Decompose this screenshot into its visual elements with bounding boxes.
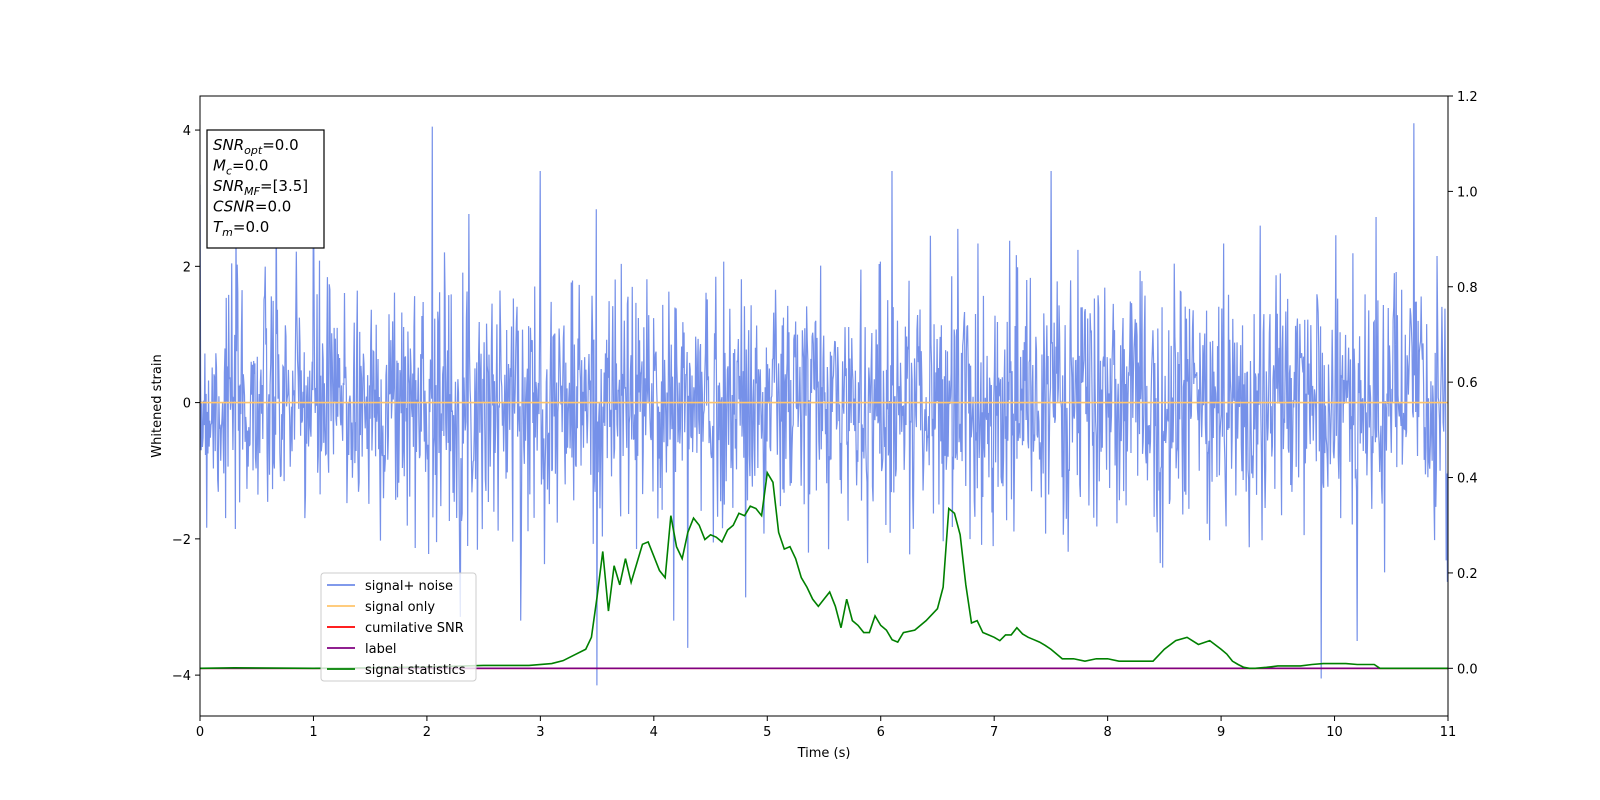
annotation-box: SNRopt=0.0Mc=0.0SNRMF=[3.5]CSNR=0.0Tm=0.… xyxy=(206,129,325,249)
annotation-frame xyxy=(206,129,325,249)
x-tick-label: 5 xyxy=(763,725,771,740)
x-tick-label: 4 xyxy=(650,725,658,740)
y-tick-label: 4 xyxy=(183,124,191,139)
x-tick-label: 8 xyxy=(1103,725,1111,740)
annotation-value: =0.0 xyxy=(255,198,291,216)
x-tick-label: 6 xyxy=(877,725,885,740)
x-axis-title: Time (s) xyxy=(797,746,851,761)
annotation-line: SNRopt=0.0 xyxy=(213,136,299,157)
x-axis: 0 1 2 3 4 5 6 7 8 9 10 11 xyxy=(196,716,1456,740)
annotation-line: SNRMF=[3.5] xyxy=(213,177,308,198)
legend-label: label xyxy=(365,642,396,657)
annotation-subscript: opt xyxy=(244,144,263,157)
y2-tick-label: 1.2 xyxy=(1457,90,1478,105)
annotation-line: Mc=0.0 xyxy=(213,157,268,178)
annotation-subscript: MF xyxy=(244,185,260,198)
legend-item: signal statistics xyxy=(327,663,466,678)
y2-tick-label: 0.6 xyxy=(1457,376,1478,391)
y2-tick-label: 0.0 xyxy=(1457,662,1478,677)
y-axis-left: −4 −2 0 2 4 xyxy=(172,124,200,684)
y2-tick-label: 1.0 xyxy=(1457,185,1478,200)
x-tick-label: 1 xyxy=(309,725,317,740)
x-tick-label: 11 xyxy=(1440,725,1457,740)
series-signal-noise-line xyxy=(200,123,1448,686)
legend-item: signal+ noise xyxy=(327,579,453,594)
y2-tick-label: 0.4 xyxy=(1457,472,1478,487)
x-tick-label: 0 xyxy=(196,725,204,740)
y-axis-right: 0.0 0.2 0.4 0.6 0.8 1.0 1.2 xyxy=(1448,90,1478,677)
y2-tick-label: 0.2 xyxy=(1457,567,1478,582)
legend-item: cumilative SNR xyxy=(327,621,464,636)
annotation-symbol: M xyxy=(213,157,226,175)
series-signal-statistics-line xyxy=(200,470,1448,670)
legend-label: cumilative SNR xyxy=(365,621,464,636)
annotation-subscript: c xyxy=(226,165,232,178)
legend-label: signal only xyxy=(365,600,435,615)
legend-box xyxy=(320,572,477,682)
y-tick-label: −4 xyxy=(172,669,191,684)
y2-tick-label: 0.8 xyxy=(1457,281,1478,296)
legend: signal+ noise signal only cumilative SNR la… xyxy=(320,572,477,682)
legend-label: signal+ noise xyxy=(365,579,453,594)
plot-frame xyxy=(199,95,1449,717)
annotation-line: CSNR=0.0 xyxy=(213,198,291,216)
annotation-value: =[3.5] xyxy=(260,177,308,195)
x-tick-label: 3 xyxy=(536,725,544,740)
annotation-value: =0.0 xyxy=(233,218,269,236)
annotation-value: =0.0 xyxy=(232,157,268,175)
legend-item: signal only xyxy=(327,600,435,615)
annotation-symbol: SNR xyxy=(213,136,244,154)
annotation-symbol: CSNR xyxy=(213,198,255,216)
annotation-value: =0.0 xyxy=(262,136,298,154)
x-tick-label: 7 xyxy=(990,725,998,740)
annotation-symbol: SNR xyxy=(213,177,244,195)
y-tick-label: 0 xyxy=(183,397,191,412)
y-axis-title: Whitened strain xyxy=(150,354,165,457)
annotation-symbol: T xyxy=(213,218,224,236)
legend-label: signal statistics xyxy=(365,663,466,678)
y-tick-label: −2 xyxy=(172,533,191,548)
y-tick-label: 2 xyxy=(183,260,191,275)
annotation-line: Tm=0.0 xyxy=(213,218,269,239)
x-tick-label: 9 xyxy=(1217,725,1225,740)
legend-item: label xyxy=(327,642,396,657)
x-tick-label: 2 xyxy=(423,725,431,740)
x-tick-label: 10 xyxy=(1326,725,1343,740)
annotation-subscript: m xyxy=(222,226,233,239)
